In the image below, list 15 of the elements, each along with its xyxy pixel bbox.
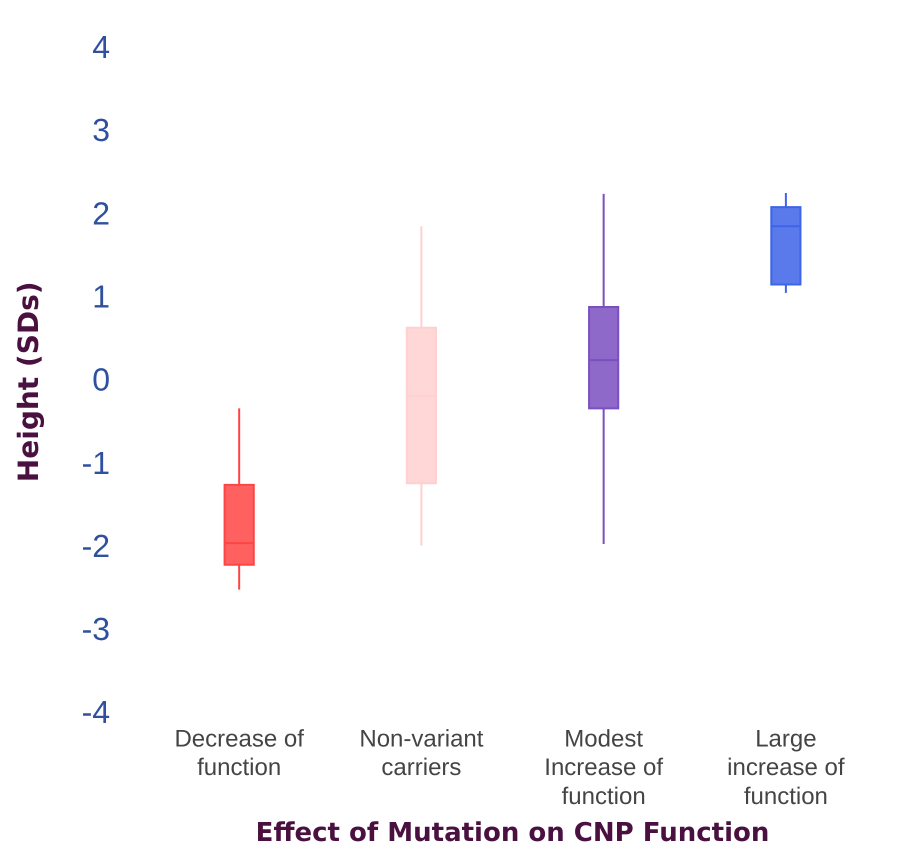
x-tick-label: Large increase of function [727,725,845,810]
y-tick-label: -4 [82,694,110,730]
y-tick-label: 3 [92,112,110,148]
y-axis-title: Height (SDs) [12,281,46,482]
y-tick-label: 0 [92,362,110,398]
y-tick-label: -3 [82,611,110,648]
y-tick-label: 4 [92,29,110,66]
y-tick-label: 2 [92,195,110,232]
y-tick-label: -2 [82,528,110,564]
x-tick-label: Non-variant carriers [359,725,484,782]
x-tick-label: Decrease of function [174,725,304,782]
x-tick-label: Modest Increase of function [544,725,664,810]
x-axis-title: Effect of Mutation on CNP Function [256,818,770,848]
y-tick-label: 1 [92,278,110,314]
y-tick-label: -1 [82,444,110,481]
